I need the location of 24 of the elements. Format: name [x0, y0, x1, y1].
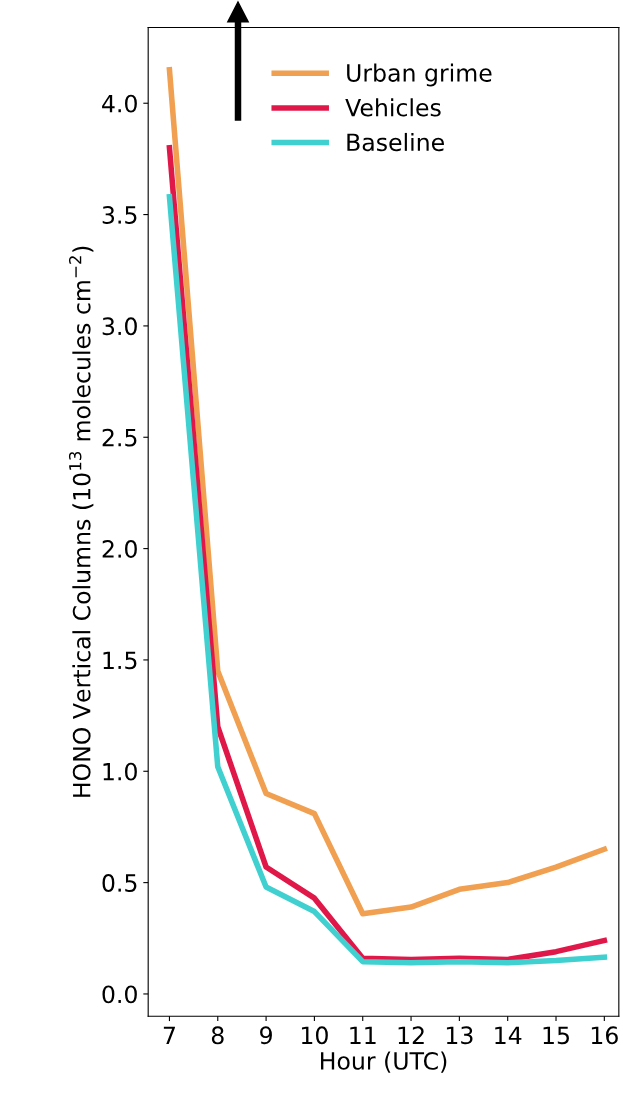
x-tick-label: 14 — [495, 1026, 522, 1044]
x-tick-label: 15 — [543, 1026, 569, 1045]
y-tick-label: 2.0 — [102, 540, 137, 558]
y-tick-label: 0.0 — [102, 985, 137, 1004]
y-tick-label: 1.5 — [103, 651, 137, 670]
x-tick-label: 10 — [301, 1026, 328, 1045]
y-tick-label: 4.0 — [102, 94, 137, 113]
x-tick-label: 16 — [591, 1026, 618, 1045]
legend-label: Urban grime — [347, 63, 492, 87]
x-tick-label: 11 — [350, 1026, 376, 1044]
x-tick-label: 12 — [398, 1026, 424, 1044]
x-tick-label: 9 — [260, 1026, 272, 1045]
x-axis-title: Hour (UTC) — [321, 1051, 447, 1073]
legend-label: Baseline — [347, 132, 444, 152]
legend-label: Vehicles — [345, 98, 441, 117]
y-tick-label: 3.0 — [102, 317, 137, 336]
x-tick-label: 8 — [211, 1026, 224, 1045]
y-tick-label: 0.5 — [102, 874, 137, 892]
y-tick-label: 3.5 — [102, 206, 137, 224]
x-tick-label: 7 — [163, 1026, 175, 1044]
y-tick-label: 2.5 — [102, 428, 137, 447]
x-tick-label: 13 — [446, 1026, 473, 1045]
y-tick-label: 1.0 — [103, 762, 137, 781]
y-axis-title: HONO Vertical Columns (10$^{13}$ molecules cm$^{−2}$) — [68, 246, 94, 797]
